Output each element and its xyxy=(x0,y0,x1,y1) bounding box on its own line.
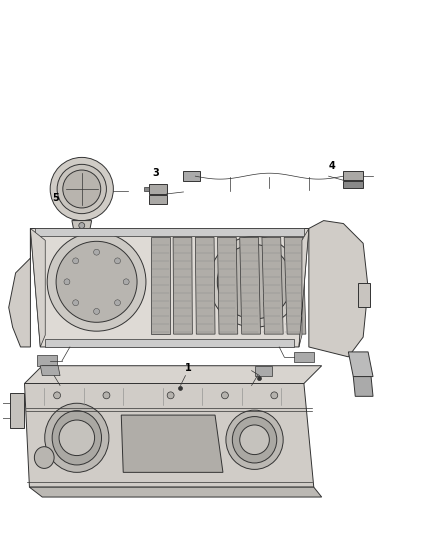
Polygon shape xyxy=(149,195,167,204)
Polygon shape xyxy=(121,415,223,472)
Polygon shape xyxy=(294,352,314,362)
Polygon shape xyxy=(184,171,200,181)
Circle shape xyxy=(123,279,129,285)
Circle shape xyxy=(50,157,113,221)
Ellipse shape xyxy=(45,403,109,472)
Polygon shape xyxy=(284,237,306,334)
Circle shape xyxy=(63,170,101,208)
Circle shape xyxy=(57,164,106,214)
Polygon shape xyxy=(195,237,215,334)
Polygon shape xyxy=(149,184,167,194)
Circle shape xyxy=(240,425,269,455)
Circle shape xyxy=(271,392,278,399)
Circle shape xyxy=(79,223,85,229)
Circle shape xyxy=(258,377,261,381)
Polygon shape xyxy=(10,393,25,428)
Circle shape xyxy=(209,237,300,327)
Circle shape xyxy=(115,300,120,306)
Polygon shape xyxy=(144,187,149,191)
Ellipse shape xyxy=(232,417,277,463)
Polygon shape xyxy=(45,339,294,347)
Circle shape xyxy=(115,258,120,264)
Text: 1: 1 xyxy=(185,362,192,373)
Circle shape xyxy=(56,241,137,322)
Ellipse shape xyxy=(34,447,54,469)
Polygon shape xyxy=(358,283,370,308)
Polygon shape xyxy=(343,181,363,188)
Polygon shape xyxy=(40,366,60,376)
Circle shape xyxy=(103,392,110,399)
Polygon shape xyxy=(151,237,170,334)
Polygon shape xyxy=(254,366,272,376)
Polygon shape xyxy=(353,377,373,397)
Polygon shape xyxy=(173,237,192,334)
Circle shape xyxy=(64,279,70,285)
Polygon shape xyxy=(30,229,309,347)
Circle shape xyxy=(167,392,174,399)
Circle shape xyxy=(73,258,78,264)
Polygon shape xyxy=(9,229,30,347)
Polygon shape xyxy=(299,229,309,347)
Circle shape xyxy=(94,249,99,255)
Circle shape xyxy=(53,392,60,399)
Circle shape xyxy=(59,420,95,456)
Polygon shape xyxy=(72,221,92,230)
Text: 3: 3 xyxy=(153,168,159,178)
Ellipse shape xyxy=(52,410,102,465)
Polygon shape xyxy=(309,221,368,357)
Circle shape xyxy=(222,392,228,399)
Polygon shape xyxy=(25,366,321,384)
Polygon shape xyxy=(29,487,321,497)
Circle shape xyxy=(47,232,146,331)
Polygon shape xyxy=(35,229,304,237)
Circle shape xyxy=(73,300,78,306)
Polygon shape xyxy=(343,171,363,180)
Polygon shape xyxy=(25,384,314,487)
Polygon shape xyxy=(37,355,57,366)
Circle shape xyxy=(94,309,99,314)
Polygon shape xyxy=(348,352,373,377)
Polygon shape xyxy=(240,237,261,334)
Ellipse shape xyxy=(226,410,283,470)
Polygon shape xyxy=(262,237,283,334)
Circle shape xyxy=(179,386,183,390)
Polygon shape xyxy=(218,237,238,334)
Text: 4: 4 xyxy=(328,161,336,171)
Circle shape xyxy=(217,245,292,319)
Polygon shape xyxy=(30,229,45,347)
Text: 5: 5 xyxy=(52,193,59,203)
